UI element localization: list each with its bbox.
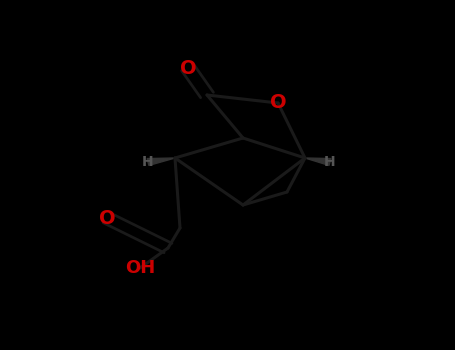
Text: O: O [270,93,286,112]
Polygon shape [147,158,175,166]
Polygon shape [305,158,331,166]
Text: OH: OH [125,259,155,277]
Text: H: H [142,155,154,169]
Text: H: H [324,155,336,169]
Text: O: O [99,209,115,228]
Text: O: O [180,58,196,77]
